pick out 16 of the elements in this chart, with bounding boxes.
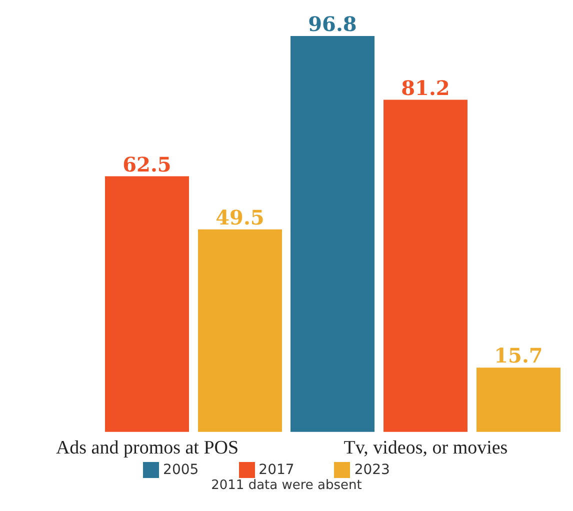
bar <box>105 176 189 432</box>
data-label: 15.7 <box>494 344 543 368</box>
data-label: 96.8 <box>308 12 357 36</box>
legend-label: 2023 <box>354 462 390 478</box>
bar <box>384 100 468 432</box>
bar <box>198 229 282 432</box>
data-label: 62.5 <box>122 152 172 176</box>
data-label: 49.5 <box>216 205 264 230</box>
bar <box>476 368 560 432</box>
data-label: 81.2 <box>401 76 450 100</box>
x-tick-label: Ads and promos at POS <box>56 437 239 458</box>
legend-label: 2005 <box>163 462 199 478</box>
bar <box>290 36 374 432</box>
legend-label: 2017 <box>258 462 294 478</box>
text: 2011 data were absent <box>210 478 363 493</box>
x-tick-label: Tv, videos, or movies <box>344 437 508 458</box>
